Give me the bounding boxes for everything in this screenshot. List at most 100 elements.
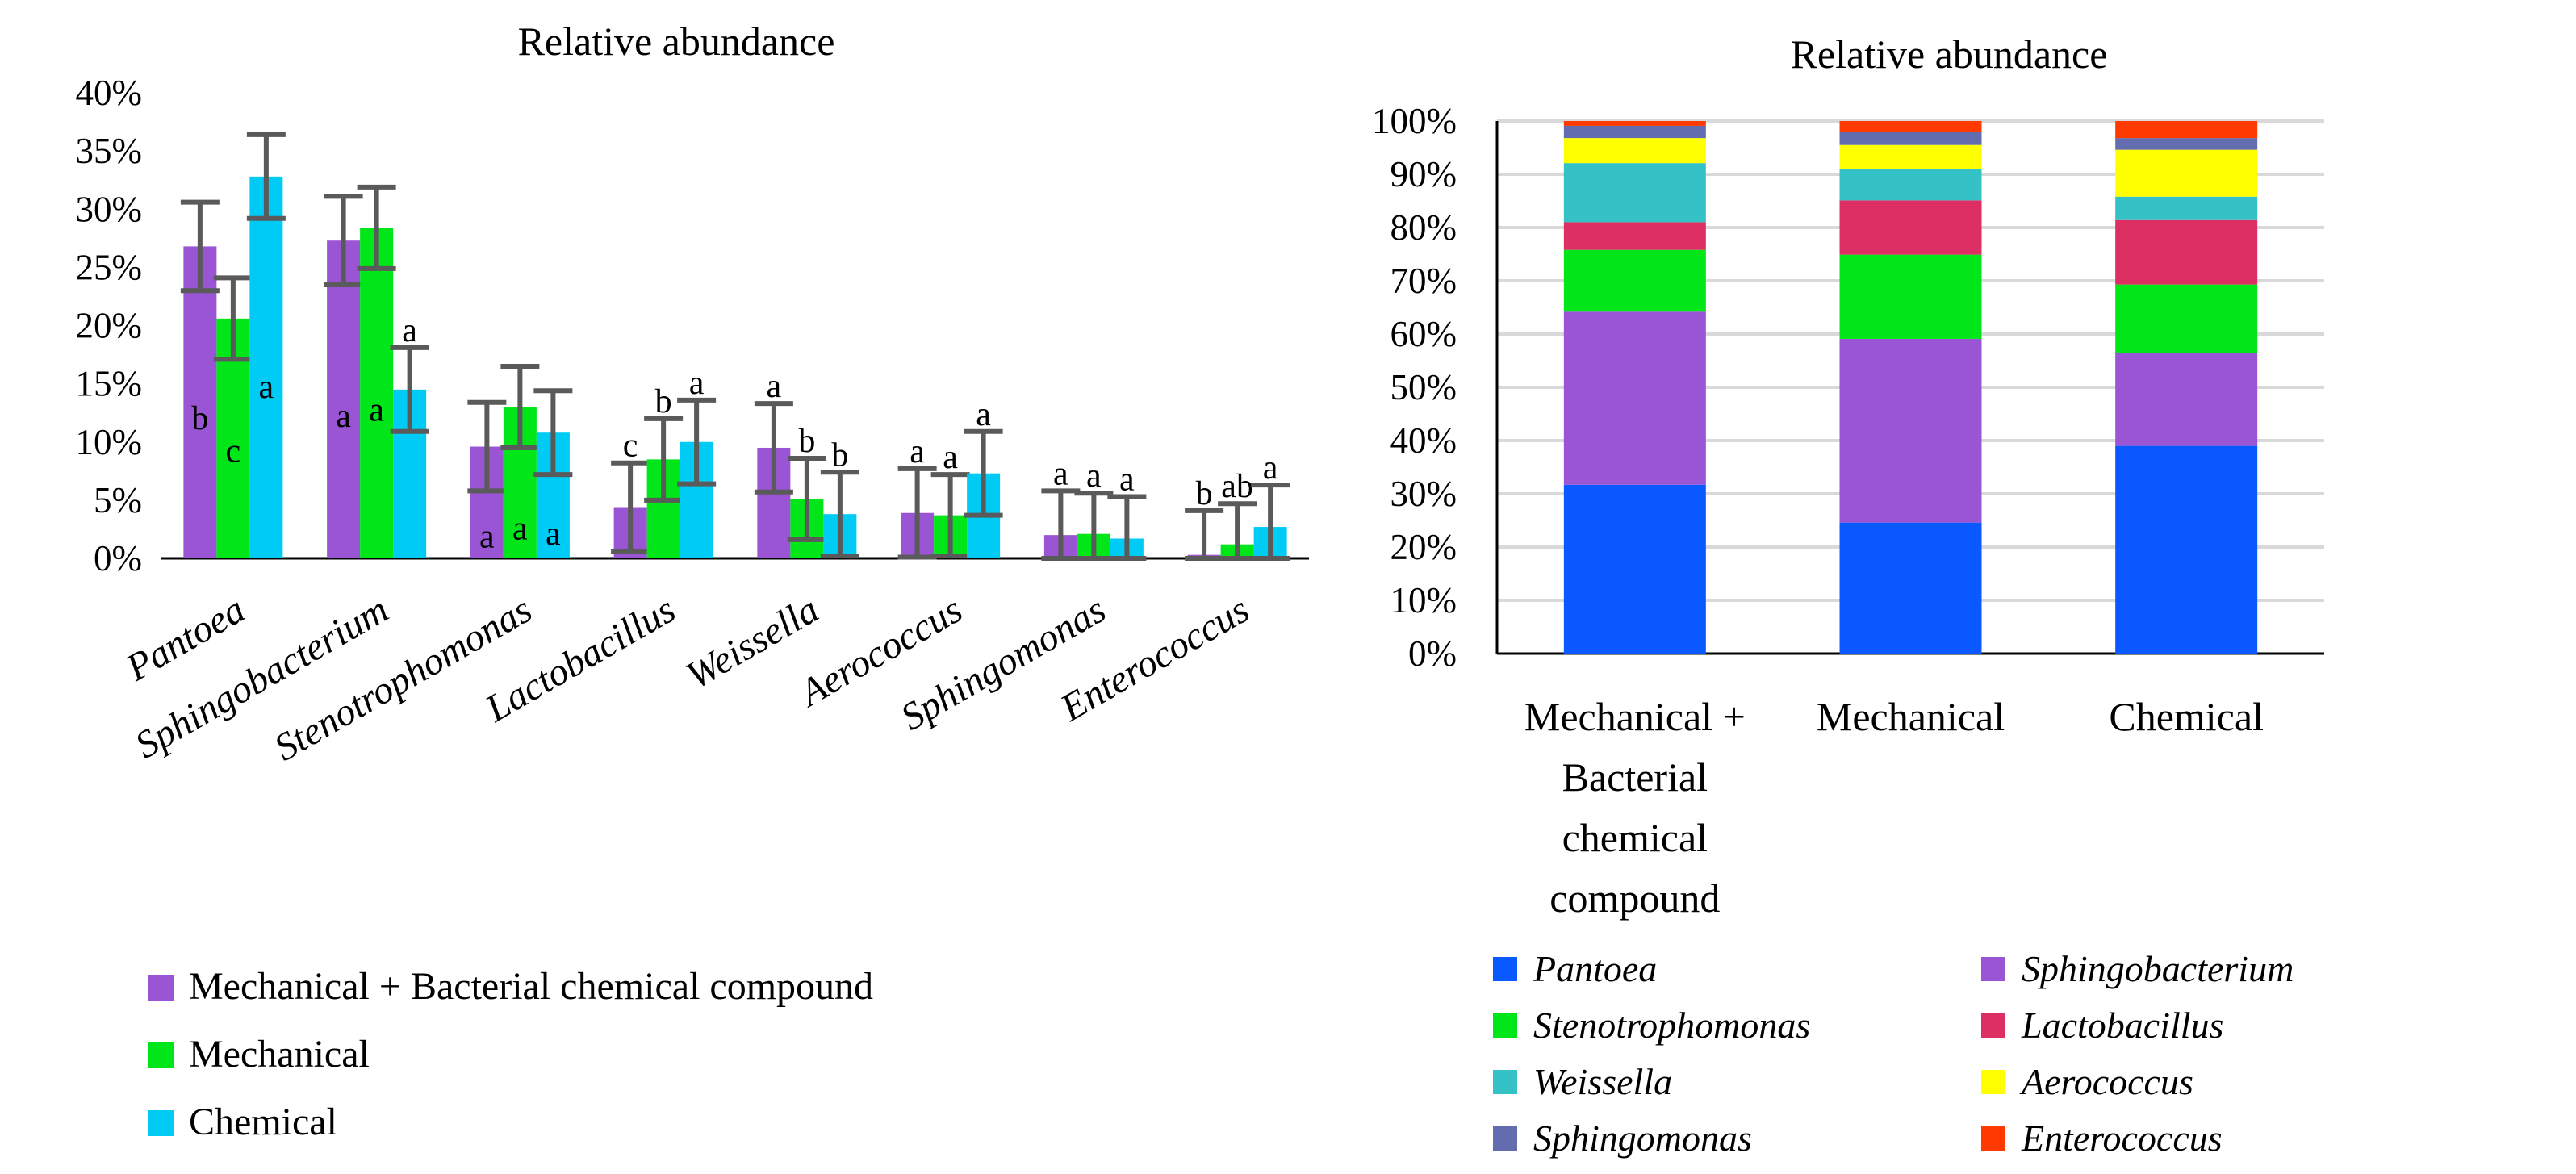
significance-label: a bbox=[910, 433, 925, 470]
stack-segment-mechanical-bacterial-chemical-compound-weissella bbox=[1563, 163, 1706, 223]
stack-segment-mechanical-aerococcus bbox=[1839, 144, 1982, 169]
y-tick-label: 5% bbox=[94, 480, 142, 520]
right-category-labels: Mechanical + Bacterial chemical compoundMec… bbox=[1524, 694, 2264, 921]
significance-label: a bbox=[479, 518, 495, 555]
bar-pantoea-chemical bbox=[249, 176, 283, 559]
legend-swatch-pantoea bbox=[1493, 957, 1517, 981]
y-tick-label: 30% bbox=[1390, 474, 1457, 514]
legend-label-mechanical-bacterial-chemical-compound: Mechanical + Bacterial chemical compound bbox=[189, 965, 873, 1008]
category-label-line: compound bbox=[1549, 875, 1720, 921]
y-tick-label: 100% bbox=[1372, 101, 1457, 141]
y-tick-label: 70% bbox=[1390, 261, 1457, 301]
legend-swatch-weissella bbox=[1493, 1070, 1517, 1094]
significance-label: a bbox=[689, 365, 705, 402]
y-tick-label: 25% bbox=[76, 247, 143, 287]
significance-label: b bbox=[191, 400, 208, 437]
right-bars bbox=[1563, 121, 2258, 654]
significance-label: a bbox=[943, 439, 958, 476]
category-label-line: Bacterial bbox=[1562, 754, 1708, 800]
significance-label: b bbox=[655, 383, 672, 420]
stack-segment-mechanical-pantoea bbox=[1839, 522, 1982, 654]
category-label-line: Chemical bbox=[2109, 694, 2264, 739]
stack-segment-chemical-stenotrophomonas bbox=[2115, 284, 2258, 353]
legend-swatch-aerococcus bbox=[1981, 1070, 2005, 1094]
stack-segment-mechanical-bacterial-chemical-compound-sphingobacterium bbox=[1563, 311, 1706, 485]
significance-label: a bbox=[336, 398, 351, 435]
left-y-axis: 0% 5% 10% 15% 20% 25% 30% 35% 40% bbox=[76, 73, 1309, 579]
stack-segment-chemical-aerococcus bbox=[2115, 149, 2258, 197]
right-legend: Pantoea Sphingobacterium Stenotrophomonas L… bbox=[1493, 948, 2294, 1159]
stack-segment-chemical-sphingobacterium bbox=[2115, 353, 2258, 446]
y-tick-label: 20% bbox=[76, 306, 143, 346]
left-chart: Relative abundance 0% 5% 10% 15% 20% 25% 30% 35… bbox=[76, 19, 1309, 1143]
category-label-line: Mechanical + bbox=[1524, 694, 1746, 739]
y-tick-label: 10% bbox=[1390, 580, 1457, 620]
significance-label: ab bbox=[1221, 468, 1253, 505]
significance-label: b bbox=[1196, 475, 1213, 512]
stack-segment-mechanical-bacterial-chemical-compound-aerococcus bbox=[1563, 138, 1706, 164]
stack-segment-chemical-enterococcus bbox=[2115, 121, 2258, 139]
left-chart-title: Relative abundance bbox=[518, 19, 835, 64]
legend-label-enterococcus: Enterococcus bbox=[2021, 1118, 2223, 1159]
y-tick-label: 50% bbox=[1390, 367, 1457, 407]
bar-sphingobacterium-mechanical-bacterial-chemical-compound bbox=[327, 240, 361, 558]
legend-label-aerococcus: Aerococcus bbox=[2019, 1061, 2193, 1102]
y-tick-label: 40% bbox=[76, 73, 143, 113]
stack-segment-mechanical-weissella bbox=[1839, 169, 1982, 201]
legend-label-lactobacillus: Lactobacillus bbox=[2021, 1005, 2223, 1046]
y-tick-label: 80% bbox=[1390, 207, 1457, 248]
right-chart: Relative abundance 0% 10% 20% 30% 40% 50% 60% 7… bbox=[1372, 31, 2324, 1159]
significance-label: c bbox=[226, 432, 241, 470]
legend-swatch-mechanical bbox=[148, 1042, 174, 1068]
y-tick-label: 0% bbox=[1408, 633, 1457, 674]
category-label-mechanical-bacterial-chemical-compound: Mechanical + Bacterial chemical compound bbox=[1524, 694, 1746, 921]
bar-sphingobacterium-mechanical bbox=[360, 228, 394, 558]
y-tick-label: 10% bbox=[76, 422, 143, 462]
legend-label-sphingomonas: Sphingomonas bbox=[1533, 1118, 1752, 1159]
stack-segment-mechanical-sphingomonas bbox=[1839, 132, 1982, 145]
significance-label: a bbox=[512, 510, 528, 547]
stack-segment-mechanical-bacterial-chemical-compound-sphingomonas bbox=[1563, 125, 1706, 139]
stack-segment-mechanical-stenotrophomonas bbox=[1839, 254, 1982, 339]
legend-swatch-mechanical-bacterial-chemical-compound bbox=[148, 975, 174, 1001]
legend-label-stenotrophomonas: Stenotrophomonas bbox=[1533, 1005, 1810, 1046]
stack-segment-chemical-sphingomonas bbox=[2115, 138, 2258, 150]
significance-label: c bbox=[623, 428, 638, 465]
legend-swatch-sphingobacterium bbox=[1981, 957, 2005, 981]
legend-label-weissella: Weissella bbox=[1533, 1061, 1672, 1102]
legend-swatch-enterococcus bbox=[1981, 1126, 2005, 1151]
stack-segment-mechanical-bacterial-chemical-compound-enterococcus bbox=[1563, 121, 1706, 126]
legend-swatch-sphingomonas bbox=[1493, 1126, 1517, 1151]
legend-label-sphingobacterium: Sphingobacterium bbox=[2022, 948, 2294, 989]
y-tick-label: 40% bbox=[1390, 420, 1457, 461]
significance-label: a bbox=[259, 369, 274, 406]
significance-label: a bbox=[976, 396, 991, 433]
stack-segment-chemical-lactobacillus bbox=[2115, 219, 2258, 285]
significance-label: a bbox=[402, 312, 417, 349]
legend-swatch-chemical bbox=[148, 1110, 174, 1136]
stack-segment-mechanical-sphingobacterium bbox=[1839, 338, 1982, 523]
stack-segment-mechanical-enterococcus bbox=[1839, 121, 1982, 132]
left-legend: Mechanical + Bacterial chemical compound… bbox=[148, 965, 873, 1143]
y-tick-label: 20% bbox=[1390, 527, 1457, 567]
category-label-sphingobacterium: Sphingobacterium bbox=[128, 588, 395, 767]
left-category-labels: PantoeaSphingobacteriumStenotrophomonasL… bbox=[118, 588, 1256, 770]
legend-swatch-lactobacillus bbox=[1981, 1013, 2005, 1038]
stack-segment-mechanical-bacterial-chemical-compound-pantoea bbox=[1563, 484, 1706, 654]
significance-label: a bbox=[1119, 462, 1135, 499]
legend-swatch-stenotrophomonas bbox=[1493, 1013, 1517, 1038]
right-chart-title: Relative abundance bbox=[1791, 31, 2108, 77]
significance-label: b bbox=[831, 437, 848, 474]
stack-segment-mechanical-bacterial-chemical-compound-stenotrophomonas bbox=[1563, 249, 1706, 312]
stack-segment-mechanical-lactobacillus bbox=[1839, 200, 1982, 255]
stack-segment-chemical-pantoea bbox=[2115, 445, 2258, 654]
y-tick-label: 0% bbox=[94, 538, 142, 579]
y-tick-label: 90% bbox=[1390, 154, 1457, 194]
stack-segment-mechanical-bacterial-chemical-compound-lactobacillus bbox=[1563, 222, 1706, 250]
category-label-stenotrophomonas: Stenotrophomonas bbox=[267, 588, 539, 770]
y-tick-label: 30% bbox=[76, 189, 143, 229]
stack-segment-chemical-weissella bbox=[2115, 196, 2258, 220]
